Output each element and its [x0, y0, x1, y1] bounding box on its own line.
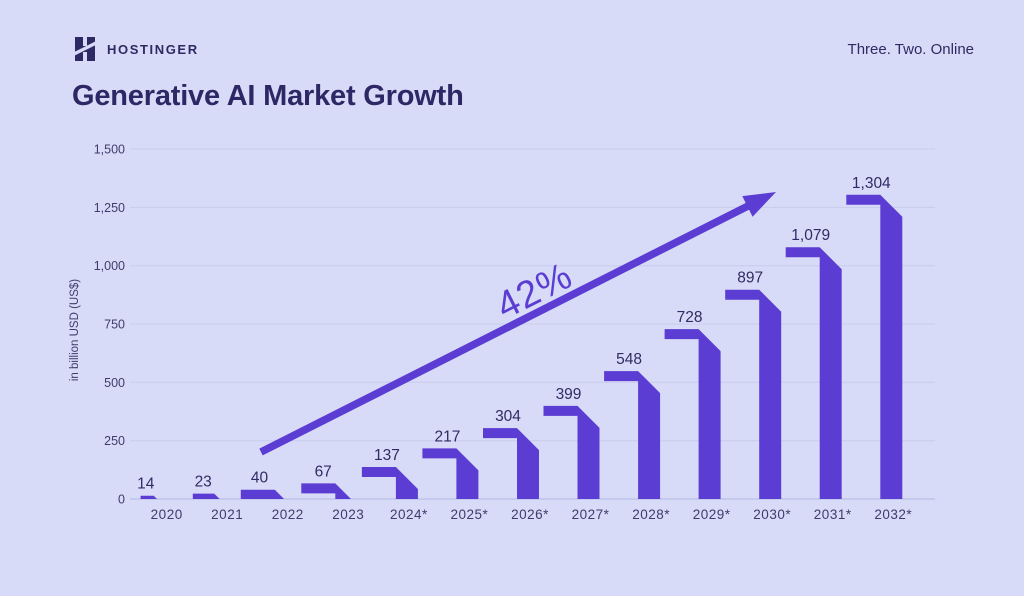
x-tick-label: 2024*	[390, 507, 428, 522]
hostinger-logo: HOSTINGER	[72, 36, 199, 62]
x-tick-label: 2026*	[511, 507, 549, 522]
bar-value-label: 67	[315, 463, 332, 480]
growth-arrow-line	[259, 201, 752, 456]
bar-2020	[140, 495, 157, 499]
x-tick-label: 2027*	[572, 507, 610, 522]
tagline: Three. Two. Online	[847, 40, 974, 58]
bar-2025	[422, 448, 479, 499]
bar-value-label: 1,079	[791, 227, 830, 244]
bar-value-label: 897	[737, 270, 763, 287]
bar-2032	[846, 194, 903, 500]
x-tick-label: 2031*	[814, 507, 852, 522]
bar-value-label: 14	[137, 476, 155, 493]
brand-wordmark: HOSTINGER	[107, 41, 199, 57]
x-tick-label: 2021	[211, 507, 243, 522]
bar-value-label: 548	[616, 351, 642, 368]
bar-value-label: 728	[677, 309, 703, 326]
bar-value-label: 40	[251, 470, 269, 487]
y-tick-label: 500	[104, 376, 125, 390]
bar-value-label: 304	[495, 408, 521, 425]
header: HOSTINGER Three. Two. Online	[72, 36, 974, 62]
bar-2030	[725, 289, 782, 499]
bar-2024	[361, 467, 418, 499]
y-axis-title: in billion USD (US$)	[69, 279, 81, 381]
x-tick-label: 2029*	[693, 507, 731, 522]
y-tick-label: 750	[104, 318, 125, 332]
bar-2027	[543, 405, 600, 499]
bar-2028	[604, 371, 661, 499]
bar-2023	[301, 483, 351, 499]
bar-2021	[192, 493, 220, 499]
hostinger-h-icon	[72, 37, 98, 61]
x-tick-label: 2032*	[874, 507, 912, 522]
y-tick-label: 1,500	[94, 143, 125, 157]
y-tick-label: 1,250	[94, 201, 125, 215]
x-tick-label: 2022	[272, 507, 304, 522]
bar-value-label: 1,304	[852, 175, 891, 192]
x-tick-label: 2020	[151, 507, 183, 522]
x-tick-label: 2023	[332, 507, 364, 522]
y-tick-label: 0	[118, 493, 125, 507]
bar-value-label: 137	[374, 447, 400, 464]
y-tick-label: 250	[104, 434, 125, 448]
bar-2029	[664, 329, 721, 499]
bar-value-label: 23	[195, 474, 212, 491]
bar-value-label: 217	[434, 428, 460, 445]
bar-2026	[483, 428, 539, 499]
y-tick-label: 1,000	[94, 259, 125, 273]
growth-arrow-head	[742, 192, 776, 217]
x-tick-label: 2025*	[451, 507, 489, 522]
bar-2031	[785, 247, 842, 499]
x-tick-label: 2030*	[753, 507, 791, 522]
bar-2022	[240, 489, 285, 499]
page-title: Generative AI Market Growth	[72, 80, 464, 112]
bar-value-label: 399	[556, 386, 582, 403]
market-growth-chart: 0 250 500 750 1,000 1,250 1,500 in billion USD …	[69, 143, 935, 522]
x-tick-label: 2028*	[632, 507, 670, 522]
